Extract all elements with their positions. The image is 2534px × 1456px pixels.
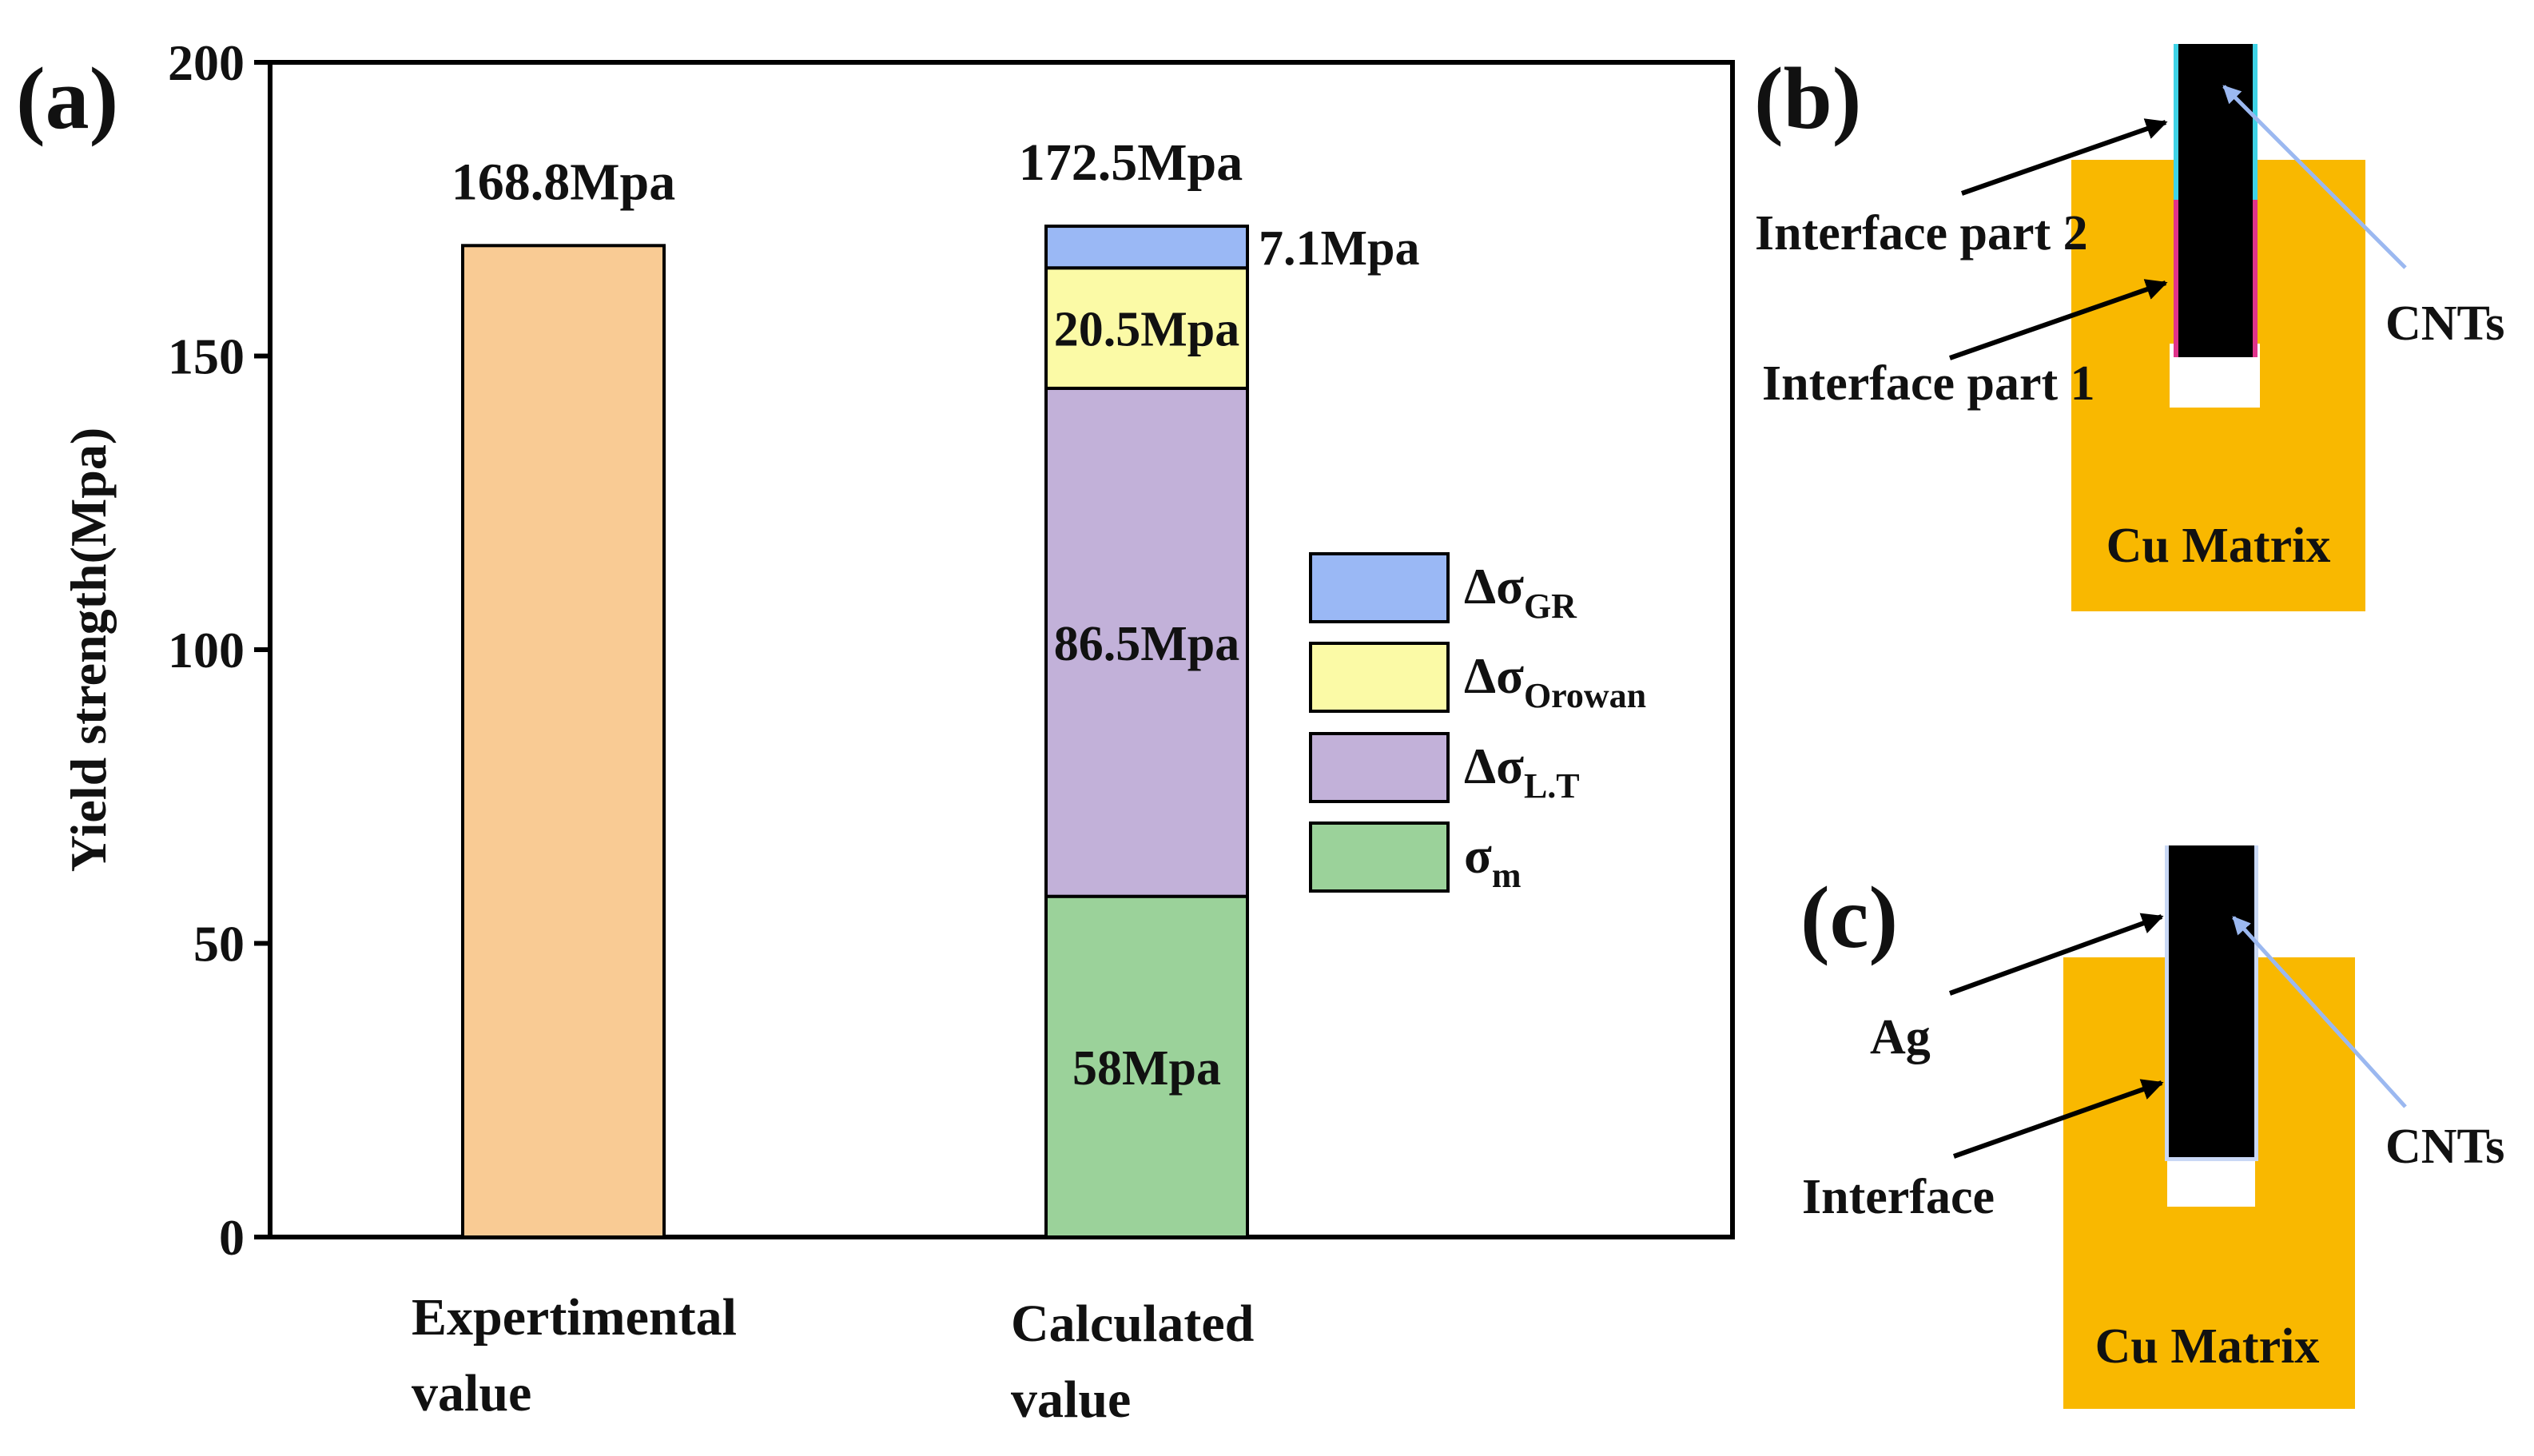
x-label-calculated-line1: Calculated (1011, 1295, 1254, 1353)
label-interface-c: Interface (1802, 1170, 1995, 1224)
bar-label-calculated-total: 172.5Mpa (1019, 133, 1243, 192)
legend: ΔσGR ΔσOrowan ΔσL.T σm (1309, 552, 1646, 895)
panel-a-label: (a) (16, 50, 118, 147)
y-tick-label: 0 (219, 1209, 245, 1266)
cnt-b (2178, 44, 2253, 357)
arrow-interface-part1 (1949, 279, 2168, 360)
legend-item-lt: ΔσL.T (1309, 732, 1580, 806)
bar-segment-lt (1044, 386, 1249, 898)
x-category-labels: Expertimental value Calculated value (412, 1288, 1254, 1429)
bar-label-lt: 86.5Mpa (1054, 617, 1240, 671)
legend-swatch-m (1309, 821, 1450, 893)
panel-c: (c) Ag Interface CNTs Cu Matrix (1800, 845, 2504, 1409)
label-cnts-c: CNTs (2385, 1120, 2504, 1174)
y-tick-label: 100 (168, 622, 245, 678)
panel-b: (b) Interface part 2 Interface part 1 CN… (1754, 44, 2504, 611)
panel-c-label: (c) (1800, 869, 1898, 966)
bar-segment-orowan (1044, 266, 1249, 390)
bar-segment-gr (1044, 225, 1249, 270)
label-cu-matrix-c: Cu Matrix (2095, 1319, 2320, 1374)
x-label-experimental-line2: value (412, 1364, 531, 1422)
panel-a: (a) 0 50 100 150 200 168.8Mpa 58Mpa 86.5Mpa 20.… (16, 34, 1735, 1429)
bar-chart: 0 50 100 150 200 168.8Mpa 58Mpa 86.5Mpa 20.5Mpa… (168, 34, 1735, 1266)
arrow-cnts-c (2232, 916, 2407, 1108)
y-tick-label: 50 (193, 916, 245, 973)
y-axis-title: Yield strength(Mpa) (60, 428, 117, 872)
arrow-interface-part2 (1961, 118, 2168, 196)
legend-swatch-lt (1309, 732, 1450, 803)
legend-item-gr: ΔσGR (1309, 552, 1577, 626)
x-label-calculated-line2: value (1011, 1370, 1131, 1429)
bars (461, 225, 1249, 1239)
legend-swatch-orowan (1309, 642, 1450, 713)
legend-swatch-gr (1309, 552, 1450, 623)
label-interface-part2: Interface part 2 (1755, 206, 2088, 261)
bar-labels: 168.8Mpa 58Mpa 86.5Mpa 20.5Mpa 7.1Mpa 172.5Mp… (452, 133, 1420, 1096)
legend-label-gr: ΔσGR (1464, 558, 1577, 626)
legend-item-m: σm (1309, 821, 1521, 895)
label-ag: Ag (1870, 1010, 1931, 1064)
y-axis: 0 50 100 150 200 (168, 34, 270, 1266)
bar-experimental (461, 244, 666, 1239)
bar-label-experimental: 168.8Mpa (452, 153, 676, 211)
arrow-cnts-b (2222, 85, 2407, 269)
arrow-interface-c (1952, 1079, 2164, 1159)
label-cnts-b: CNTs (2385, 296, 2504, 351)
y-tick-label: 200 (168, 34, 245, 91)
legend-label-orowan: ΔσOrowan (1464, 647, 1646, 715)
bar-segment-m (1044, 894, 1249, 1239)
bar-label-m: 58Mpa (1072, 1041, 1221, 1096)
label-interface-part1: Interface part 1 (1762, 356, 2095, 411)
panel-b-label: (b) (1754, 50, 1861, 147)
label-cu-matrix-b: Cu Matrix (2106, 519, 2331, 573)
y-tick-label: 150 (168, 328, 245, 385)
legend-label-lt: ΔσL.T (1464, 738, 1580, 806)
legend-item-orowan: ΔσOrowan (1309, 642, 1646, 715)
legend-label-m: σm (1464, 827, 1521, 895)
bar-label-gr: 7.1Mpa (1259, 221, 1420, 276)
bar-label-orowan: 20.5Mpa (1054, 303, 1240, 357)
x-label-experimental-line1: Expertimental (412, 1288, 737, 1347)
arrow-ag (1948, 913, 2164, 996)
cnt-c (2169, 845, 2254, 1157)
